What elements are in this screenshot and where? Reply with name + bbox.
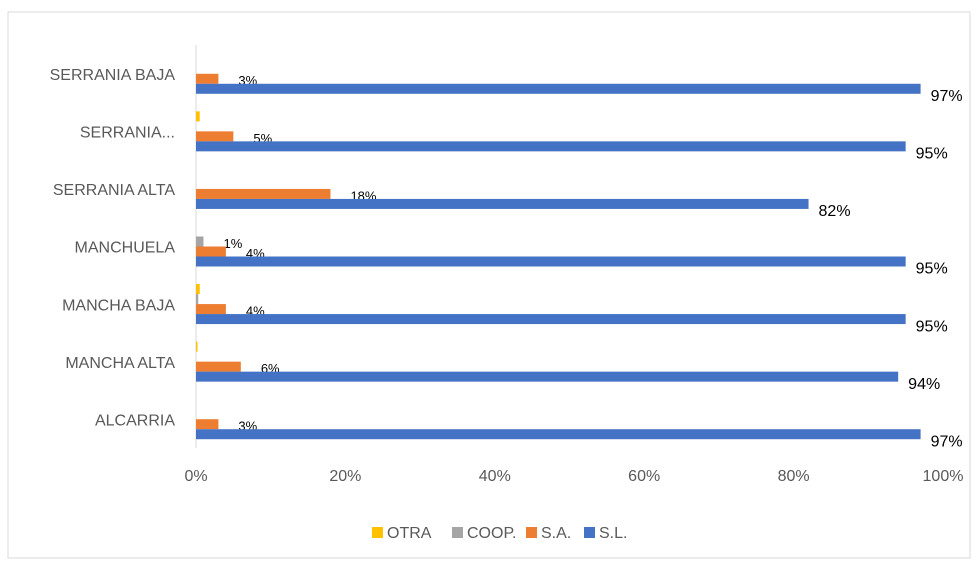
legend-label: OTRA xyxy=(387,525,432,542)
data-label: 95% xyxy=(916,146,948,163)
bar xyxy=(196,141,906,152)
bar xyxy=(196,256,906,267)
y-tick-label: MANCHA ALTA xyxy=(65,355,175,372)
bar xyxy=(196,429,921,440)
data-label: 97% xyxy=(931,433,963,450)
bar xyxy=(196,131,234,142)
bar xyxy=(196,111,200,122)
y-tick-label: MANCHUELA xyxy=(75,240,176,257)
y-tick-label: SERRANIA ALTA xyxy=(53,182,175,199)
y-tick-label: SERRANIA... xyxy=(80,125,175,142)
data-label: 82% xyxy=(819,203,851,220)
bar xyxy=(196,284,200,295)
chart-frame xyxy=(7,11,971,559)
bar xyxy=(196,419,219,430)
x-tick-label: 40% xyxy=(479,468,511,485)
data-label: 1% xyxy=(223,236,242,251)
bar xyxy=(196,304,226,315)
data-label: 94% xyxy=(908,376,940,393)
x-tick-label: 0% xyxy=(184,468,207,485)
x-tick-label: 80% xyxy=(778,468,810,485)
bar xyxy=(196,73,219,84)
data-label: 95% xyxy=(916,261,948,278)
legend-label: S.L. xyxy=(599,525,627,542)
bar xyxy=(196,83,921,94)
legend-swatch xyxy=(372,527,383,538)
x-tick-label: 20% xyxy=(329,468,361,485)
bar xyxy=(196,294,199,305)
data-label: 95% xyxy=(916,318,948,335)
bar xyxy=(196,361,241,372)
bar xyxy=(196,246,226,257)
bar xyxy=(196,371,899,382)
y-tick-label: SERRANIA BAJA xyxy=(50,67,176,84)
legend-swatch xyxy=(452,527,463,538)
y-tick-label: ALCARRIA xyxy=(95,412,175,429)
legend-label: S.A. xyxy=(541,525,571,542)
legend-swatch xyxy=(584,527,595,538)
data-label: 97% xyxy=(931,88,963,105)
bar xyxy=(196,236,204,247)
x-tick-label: 100% xyxy=(923,468,964,485)
bar xyxy=(196,341,198,352)
legend-label: COOP. xyxy=(467,525,517,542)
y-tick-label: MANCHA BAJA xyxy=(62,297,175,314)
bar xyxy=(196,188,331,199)
bar xyxy=(196,198,809,209)
x-tick-label: 60% xyxy=(628,468,660,485)
bar xyxy=(196,314,906,325)
legend-swatch xyxy=(526,527,537,538)
